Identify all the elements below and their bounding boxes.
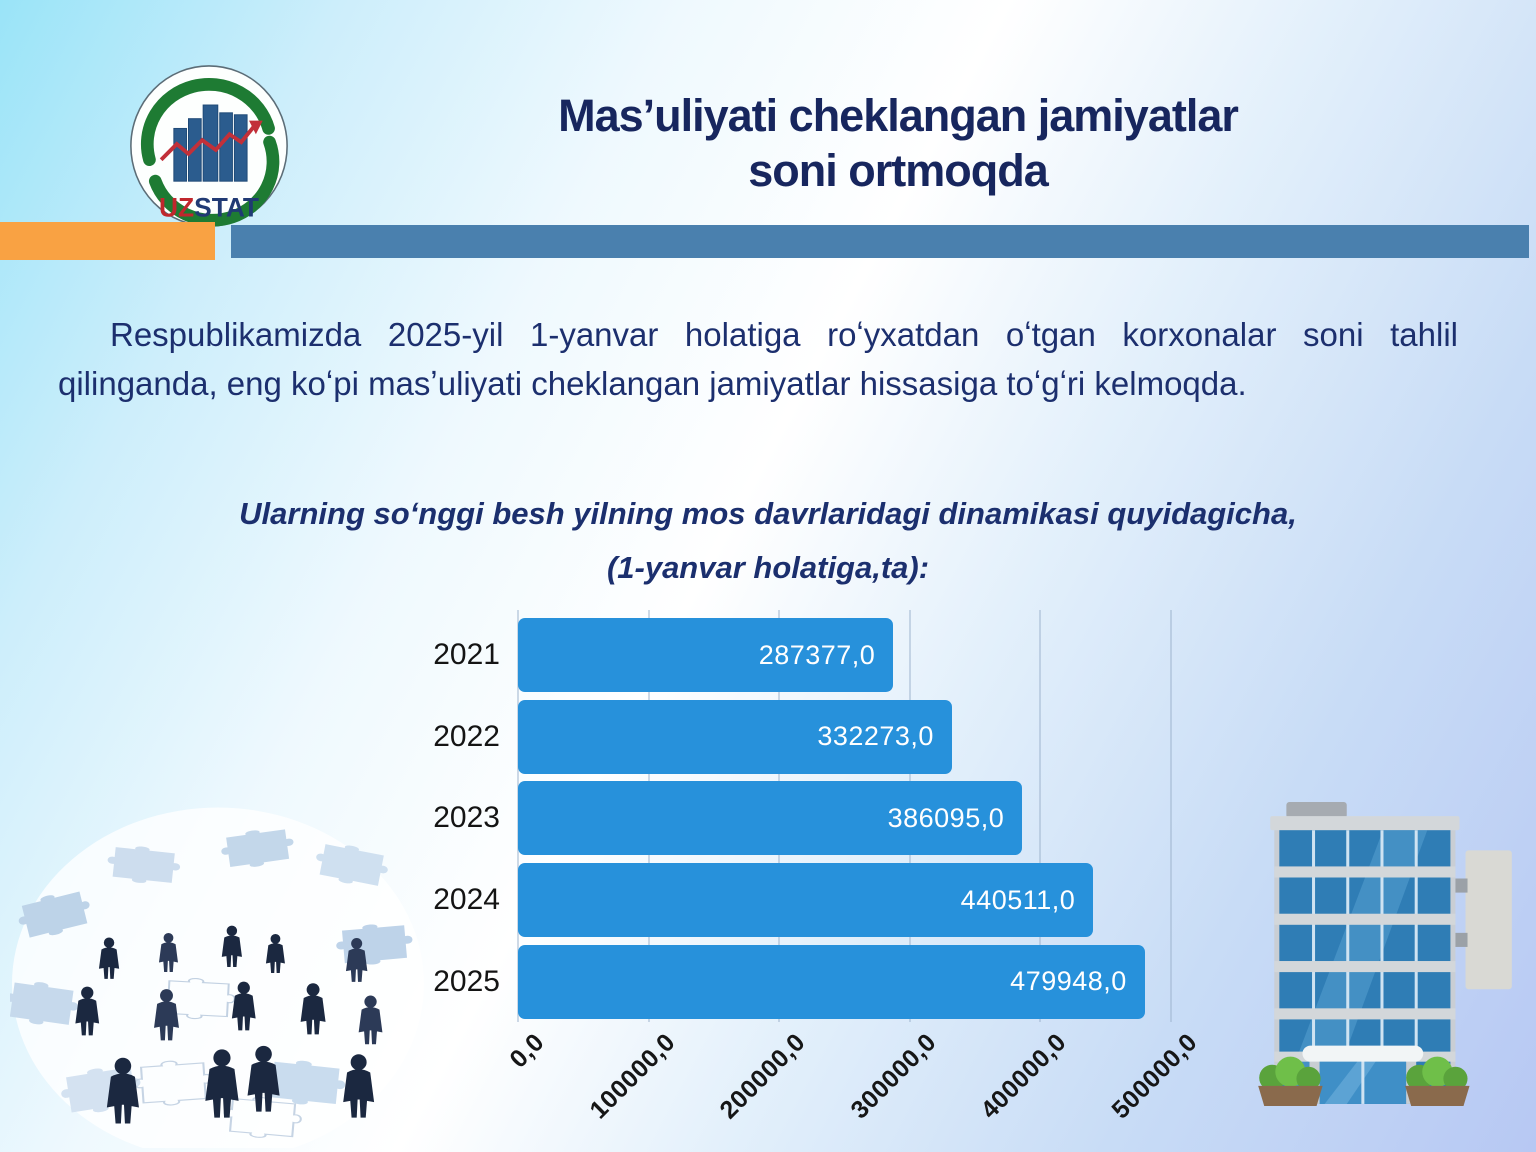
chart-subtitle: Ularning soʻnggi besh yilning mos davrla… <box>80 487 1456 595</box>
body-paragraph: Respublikamizda 2025-yil 1-yanvar holati… <box>58 316 1458 402</box>
chart-value-label: 386095,0 <box>887 802 1005 833</box>
x-axis-tick-label: 100000,0 <box>584 1028 681 1125</box>
uzstat-logo: UZSTAT <box>130 65 288 227</box>
chart-value-label: 479948,0 <box>1010 966 1127 997</box>
slide-title-line1: Mas’uliyati cheklangan jamiyatlar <box>558 90 1239 141</box>
x-axis-tick-label: 200000,0 <box>714 1028 811 1125</box>
chart-gridline <box>908 610 911 1022</box>
chart-bar: 440511,0 <box>518 863 1094 938</box>
chart-bar: 332273,0 <box>518 699 952 774</box>
chart-subtitle-line2: (1-yanvar holatiga,ta): <box>606 550 930 585</box>
chart-subtitle-line1: Ularning soʻnggi besh yilning mos davrla… <box>239 496 1297 531</box>
chart-bar: 386095,0 <box>518 781 1023 856</box>
chart-year-label: 2021 <box>433 638 500 671</box>
x-axis-tick-label: 500000,0 <box>1106 1028 1203 1125</box>
slide-title: Mas’uliyati cheklangan jamiyatlar soni o… <box>310 88 1486 198</box>
chart-value-label: 287377,0 <box>758 639 876 670</box>
x-axis-tick-label: 400000,0 <box>975 1028 1073 1125</box>
divider-orange-bar <box>0 222 215 260</box>
chart-gridline <box>647 610 650 1022</box>
chart-bar: 479948,0 <box>518 944 1145 1019</box>
office-building-illustration <box>1258 802 1512 1106</box>
people-puzzle-illustration <box>10 807 424 1148</box>
chart-gridline <box>778 610 781 1022</box>
logo-trend-line-icon <box>159 120 263 162</box>
slide-title-line2: soni ortmoqda <box>748 145 1049 196</box>
chart-gridline <box>1170 610 1172 1022</box>
chart-gridline <box>517 610 519 1022</box>
divider-blue-bar <box>231 225 1529 258</box>
chart-value-label: 332273,0 <box>817 721 934 752</box>
building-entrance <box>1302 1045 1424 1104</box>
x-axis-tick-label: 300000,0 <box>845 1028 942 1125</box>
chart-bar: 287377,0 <box>518 618 894 692</box>
building-sign <box>1465 850 1512 990</box>
logo-green-swoosh-icon <box>141 78 280 227</box>
chart-year-label: 2022 <box>433 719 500 753</box>
logo-bar-chart-icon <box>173 104 248 182</box>
building-bushes <box>1258 1056 1470 1106</box>
logo-text: UZSTAT <box>159 192 259 222</box>
chart-value-label: 440511,0 <box>960 884 1076 915</box>
chart-gridline <box>1039 610 1042 1022</box>
